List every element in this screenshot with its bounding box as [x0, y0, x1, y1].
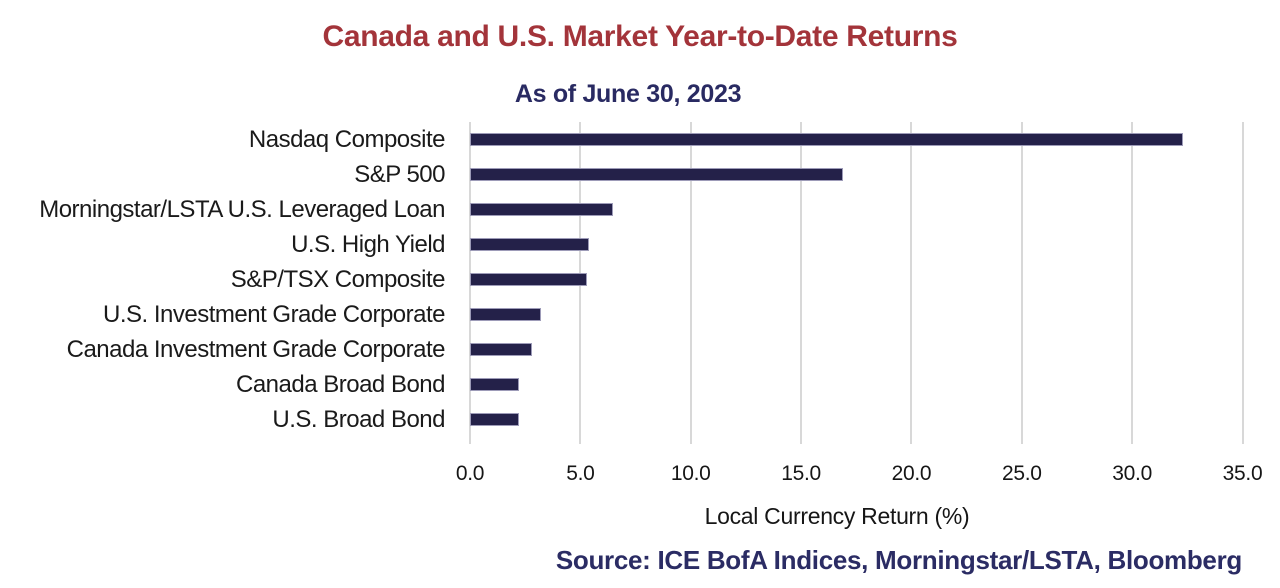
category-axis-labels: Nasdaq Composite S&P 500 Morningstar/LSTA … — [0, 122, 445, 437]
category-label: U.S. Investment Grade Corporate — [103, 301, 446, 328]
gridline — [1020, 122, 1023, 444]
bar-row — [470, 262, 1260, 297]
bar — [470, 378, 519, 391]
x-axis-label: Local Currency Return (%) — [704, 503, 970, 529]
bar-row — [470, 157, 1260, 192]
x-axis-tick-labels: 0.0 5.0 10.0 15.0 20.0 25.0 30.0 35.0 — [456, 459, 1263, 489]
bar — [470, 168, 843, 181]
category-label: S&P 500 — [354, 161, 445, 188]
bar — [470, 238, 590, 251]
x-tick-label: 10.0 — [670, 462, 711, 485]
x-tick-label: 15.0 — [781, 462, 821, 485]
bar — [470, 413, 519, 426]
bar — [470, 203, 614, 216]
bar-row — [470, 332, 1260, 367]
bar — [470, 343, 532, 356]
x-tick-label: 35.0 — [1222, 462, 1263, 485]
x-tick-label: 20.0 — [891, 462, 932, 485]
plot-area — [469, 122, 1260, 444]
category-label: U.S. Broad Bond — [272, 406, 445, 433]
x-tick-label: 30.0 — [1112, 462, 1152, 485]
bar — [470, 133, 1183, 146]
category-label: Canada Broad Bond — [236, 371, 446, 398]
bar — [470, 273, 587, 286]
chart-subtitle: As of June 30, 2023 — [514, 80, 742, 108]
gridline — [910, 122, 913, 444]
bar-row — [470, 402, 1260, 437]
bar-row — [470, 227, 1260, 262]
x-tick-label: 5.0 — [566, 462, 595, 485]
category-label: Canada Investment Grade Corporate — [66, 336, 446, 363]
bar-row — [470, 297, 1260, 332]
x-tick-label: 0.0 — [455, 462, 485, 485]
gridline — [689, 122, 692, 444]
category-label: Nasdaq Composite — [248, 126, 446, 153]
bar-row — [470, 367, 1260, 402]
x-tick-label: 25.0 — [1001, 462, 1042, 485]
category-label: U.S. High Yield — [291, 231, 445, 258]
source-note: Source: ICE BofA Indices, Morningstar/LS… — [555, 545, 1242, 575]
gridline — [800, 122, 803, 444]
category-label: Morningstar/LSTA U.S. Leveraged Loan — [39, 196, 445, 223]
bar-series — [470, 122, 1260, 437]
bar-row — [470, 192, 1260, 227]
bar — [470, 308, 541, 321]
chart-title: Canada and U.S. Market Year-to-Date Retu… — [322, 20, 958, 53]
bar-row — [470, 122, 1260, 157]
gridline — [1241, 122, 1244, 444]
gridline — [1131, 122, 1134, 444]
category-label: S&P/TSX Composite — [230, 266, 446, 293]
